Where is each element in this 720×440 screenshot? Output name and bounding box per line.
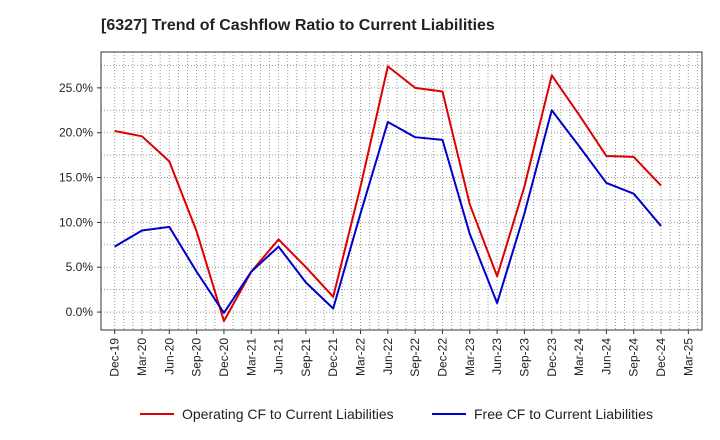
y-tick-label: 20.0% — [59, 126, 93, 140]
x-tick-label: Dec-24 — [654, 338, 668, 377]
legend-label: Operating CF to Current Liabilities — [182, 406, 394, 422]
series-line-operating-cf — [114, 65, 662, 323]
grid-lines — [101, 52, 702, 330]
x-tick-label: Mar-25 — [681, 338, 695, 376]
x-tick-label: Jun-21 — [272, 338, 286, 375]
x-tick-label: Jun-24 — [599, 338, 613, 375]
legend-label: Free CF to Current Liabilities — [474, 406, 653, 422]
y-tick-label: 25.0% — [59, 81, 93, 95]
x-tick-label: Sep-23 — [517, 338, 531, 377]
x-tick-label: Sep-24 — [627, 338, 641, 377]
series-lines — [114, 65, 662, 323]
x-tick-label: Sep-21 — [299, 338, 313, 377]
x-tick-label: Mar-24 — [572, 338, 586, 376]
y-tick-label: 15.0% — [59, 171, 93, 185]
legend: Operating CF to Current Liabilities Free … — [140, 406, 653, 422]
series-line-free-cf — [114, 109, 662, 314]
y-tick-label: 5.0% — [66, 260, 94, 274]
x-tick-label: Jun-20 — [162, 338, 176, 375]
x-tick-label: Mar-21 — [244, 338, 258, 376]
y-tick-label: 10.0% — [59, 215, 93, 229]
x-tick-label: Dec-22 — [435, 338, 449, 377]
x-tick-label: Dec-23 — [545, 338, 559, 377]
x-tick-label: Mar-22 — [354, 338, 368, 376]
x-tick-label: Mar-20 — [135, 338, 149, 376]
y-axis: 0.0% 5.0% 10.0% 15.0% 20.0% 25.0% — [59, 81, 101, 319]
x-tick-label: Dec-21 — [326, 338, 340, 377]
x-tick-label: Sep-22 — [408, 338, 422, 377]
plot-area — [101, 52, 702, 330]
x-tick-label: Sep-20 — [190, 338, 204, 377]
x-tick-label: Mar-23 — [463, 338, 477, 376]
x-axis: Dec-19 Mar-20 Jun-20 Sep-20 Dec-20 Mar-21 Jun-… — [108, 330, 695, 377]
x-tick-label: Jun-22 — [381, 338, 395, 375]
plot-border — [100, 51, 703, 331]
x-tick-label: Jun-23 — [490, 338, 504, 375]
y-tick-label: 0.0% — [66, 305, 94, 319]
chart-title: [6327] Trend of Cashflow Ratio to Curren… — [101, 17, 495, 34]
x-tick-label: Dec-19 — [108, 338, 122, 377]
x-tick-label: Dec-20 — [217, 338, 231, 377]
